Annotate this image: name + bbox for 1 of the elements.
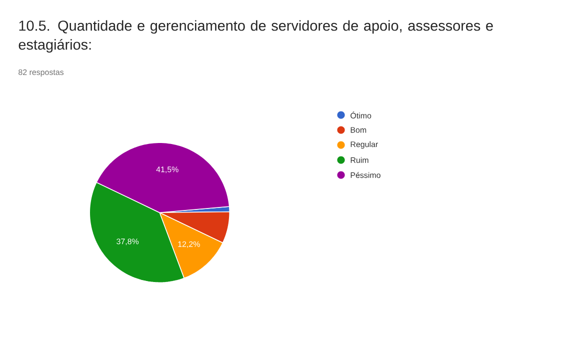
chart-title: 10.5. Quantidade e gerenciamento de servidores de apoio, assessores e estagiários:	[18, 20, 493, 53]
